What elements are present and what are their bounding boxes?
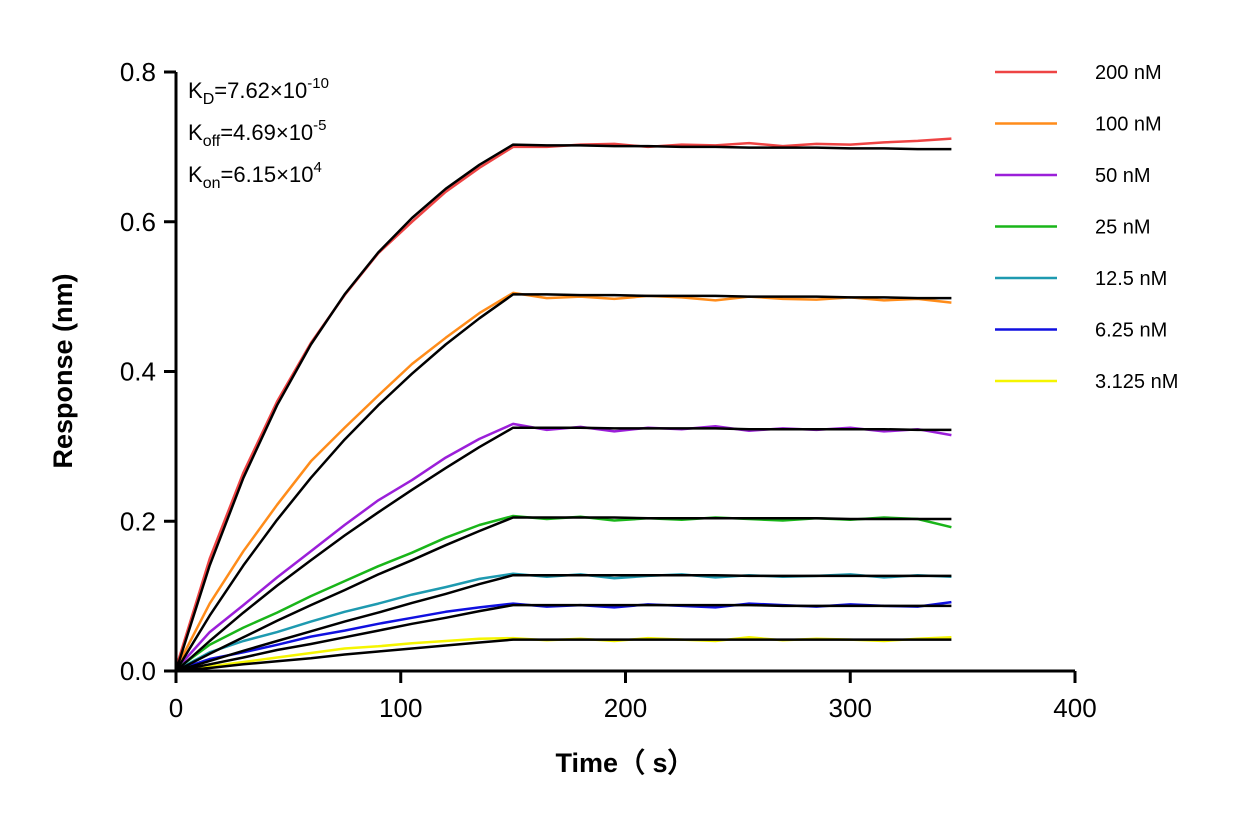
x-axis-label: Time（ s）	[555, 748, 694, 778]
series-layer	[174, 137, 952, 672]
series-line-50-nM	[175, 422, 952, 671]
legend-label: 200 nM	[1095, 62, 1162, 84]
legend-label: 12.5 nM	[1095, 268, 1167, 290]
legend-label: 100 nM	[1095, 114, 1162, 136]
legend-item: 50 nM	[995, 165, 1151, 187]
legend-item: 200 nM	[995, 62, 1162, 84]
x-tick-label: 100	[379, 693, 422, 723]
legend-label: 6.25 nM	[1095, 320, 1167, 342]
x-tick-label: 300	[829, 693, 872, 723]
fit-line-12p5-nM	[175, 573, 952, 673]
legend-item: 3.125 nM	[995, 371, 1178, 393]
legend-item: 100 nM	[995, 114, 1162, 136]
fit-line-3p125-nM	[175, 638, 952, 673]
fit-line-200-nM	[174, 143, 952, 672]
fit-layer	[174, 143, 952, 673]
legend-label: 50 nM	[1095, 165, 1151, 187]
y-tick-label: 0.2	[120, 506, 156, 536]
fit-line-25-nM	[175, 516, 952, 673]
legend-label: 25 nM	[1095, 217, 1151, 239]
y-tick-label: 0.6	[120, 207, 156, 237]
y-tick-label: 0.0	[120, 656, 156, 686]
axes: 0 100 200 300 400 0.0 0.2 0.4 0.6 0.8	[120, 57, 1097, 723]
annotation-koff: Koff=4.69×10-5	[188, 117, 327, 150]
fit-line-50-nM	[175, 426, 952, 672]
legend: 200 nM 100 nM 50 nM 25 nM 12.5 nM 6.25 nM 3.12…	[995, 62, 1178, 393]
x-tick-label: 200	[604, 693, 647, 723]
annotation-kd: KD=7.62×10-10	[188, 75, 329, 108]
legend-item: 6.25 nM	[995, 320, 1167, 342]
y-axis-label: Response (nm)	[48, 273, 78, 468]
series-line-200-nM	[174, 137, 952, 669]
legend-item: 25 nM	[995, 217, 1151, 239]
annotation-kon: Kon=6.15×104	[188, 159, 322, 192]
y-tick-label: 0.8	[120, 57, 156, 87]
x-tick-label: 400	[1053, 693, 1096, 723]
series-line-100-nM	[174, 291, 952, 670]
legend-label: 3.125 nM	[1095, 371, 1178, 393]
fit-line-100-nM	[174, 293, 952, 672]
fit-line-6p25-nM	[175, 603, 952, 673]
x-tick-label: 0	[169, 693, 183, 723]
legend-item: 12.5 nM	[995, 268, 1167, 290]
y-tick-label: 0.4	[120, 357, 156, 387]
